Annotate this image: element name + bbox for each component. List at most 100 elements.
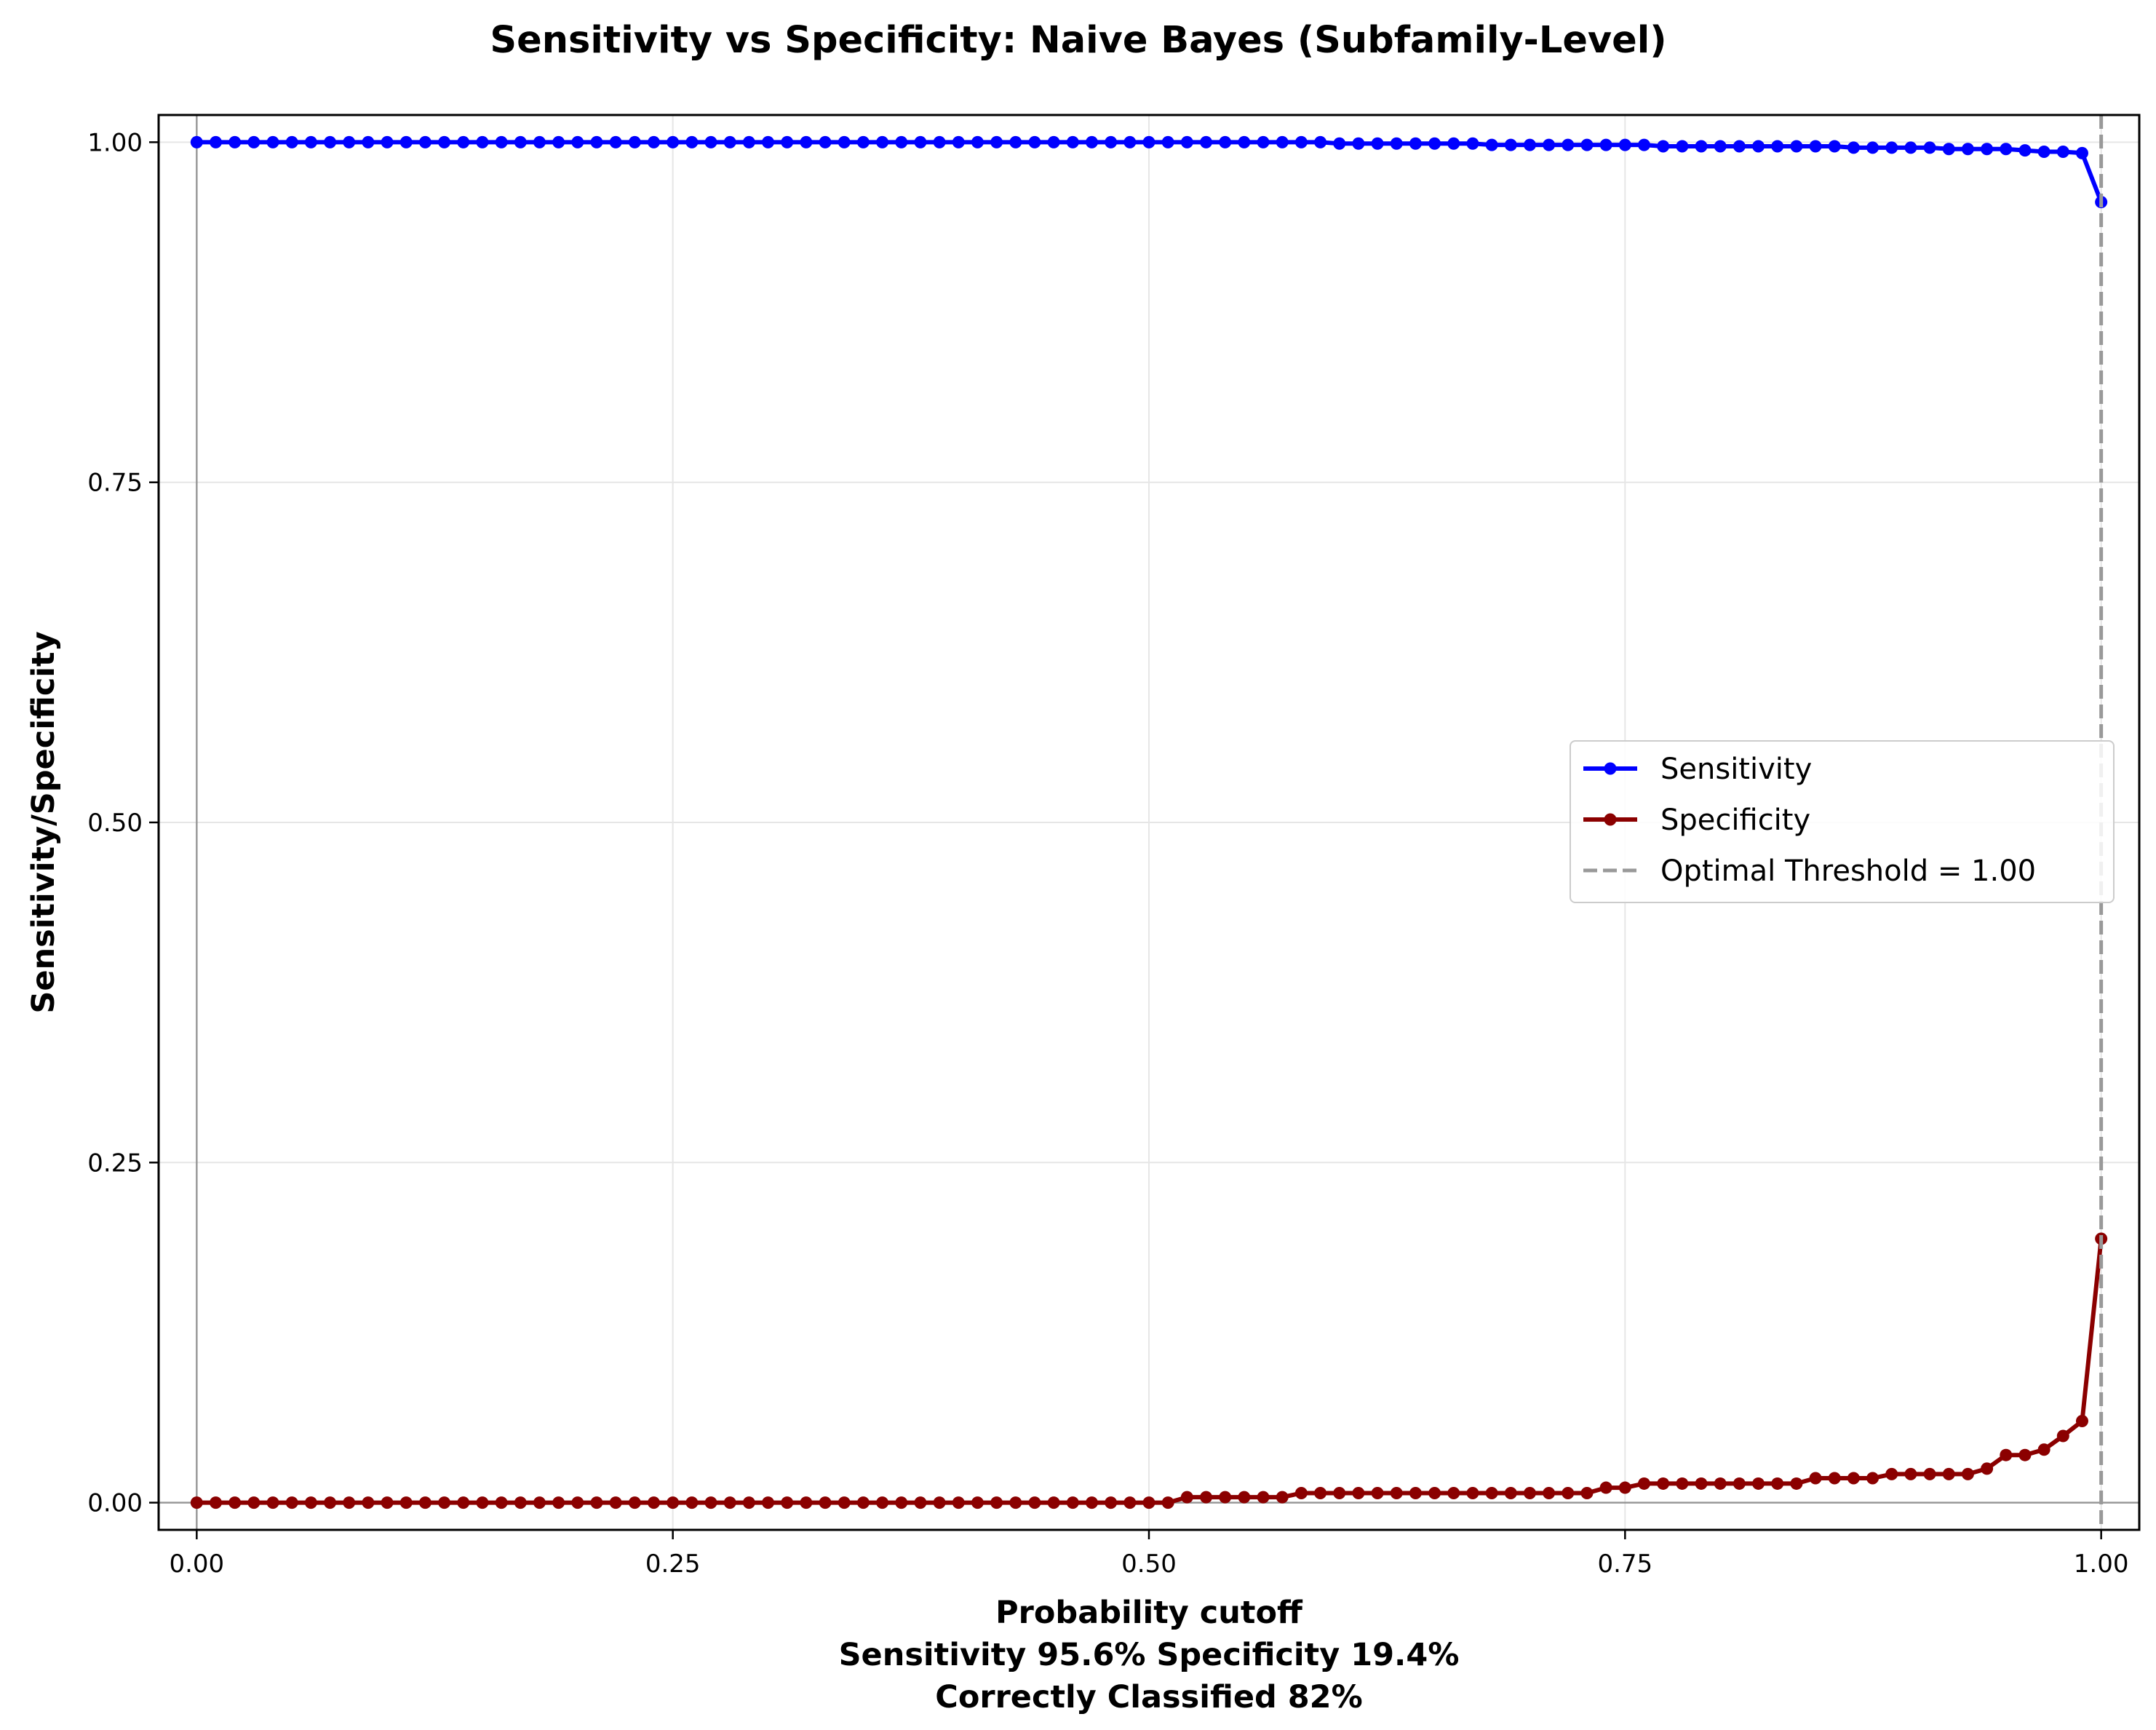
sensitivity-point <box>1161 135 1174 148</box>
sensitivity-point <box>2000 143 2013 156</box>
sensitivity-point <box>1009 135 1022 148</box>
sensitivity-point <box>1047 135 1060 148</box>
specificity-point <box>343 1496 356 1509</box>
sensitivity-point <box>1085 135 1098 148</box>
sensitivity-point <box>1276 135 1289 148</box>
specificity-point <box>1085 1496 1098 1509</box>
sensitivity-point <box>343 135 356 148</box>
sensitivity-point <box>648 135 660 148</box>
specificity-point <box>228 1496 242 1509</box>
sensitivity-point <box>1562 138 1575 151</box>
series-layer <box>190 115 2108 1530</box>
specificity-point <box>247 1496 260 1509</box>
sensitivity-point <box>1314 135 1327 148</box>
specificity-point <box>285 1496 298 1509</box>
specificity-point <box>1466 1487 1479 1500</box>
sensitivity-point <box>1981 143 1994 156</box>
specificity-point <box>762 1496 775 1509</box>
specificity-point <box>648 1496 660 1509</box>
sensitivity-point <box>1504 138 1517 151</box>
sensitivity-point <box>1618 138 1631 151</box>
x-axis-label-line-correctly-classified: Correctly Classified 82% <box>935 1679 1362 1715</box>
sensitivity-point <box>609 135 622 148</box>
specificity-point <box>304 1496 317 1509</box>
specificity-point <box>1352 1487 1365 1500</box>
y-tick-label: 0.00 <box>87 1489 143 1518</box>
sensitivity-point <box>1809 140 1822 153</box>
specificity-point <box>1333 1487 1346 1500</box>
specificity-point <box>1904 1467 1917 1480</box>
sensitivity-point <box>362 135 375 148</box>
sensitivity-point <box>514 135 527 148</box>
sensitivity-point <box>685 135 699 148</box>
specificity-point <box>1142 1496 1155 1509</box>
x-axis-ticks: 0.00 0.25 0.50 0.75 1.00 <box>169 1530 2129 1579</box>
specificity-point <box>742 1496 755 1509</box>
sensitivity-point <box>495 135 508 148</box>
sensitivity-point <box>800 135 813 148</box>
x-axis-label-line-sensitivity-specificity: Sensitivity 95.6% Specificity 19.4% <box>839 1637 1460 1673</box>
x-tick-label: 1.00 <box>2074 1550 2129 1579</box>
sensitivity-point <box>1771 140 1784 153</box>
x-tick-label: 0.25 <box>645 1550 701 1579</box>
specificity-point <box>1866 1472 1879 1485</box>
specificity-point <box>952 1496 965 1509</box>
specificity-point <box>667 1496 680 1509</box>
specificity-point <box>1200 1491 1213 1504</box>
sensitivity-point <box>1828 140 1841 153</box>
sensitivity-point <box>1066 135 1079 148</box>
sensitivity-point <box>324 135 337 148</box>
specificity-point <box>324 1496 337 1509</box>
sensitivity-point <box>856 135 870 148</box>
sensitivity-point <box>533 135 546 148</box>
sensitivity-point <box>971 135 984 148</box>
specificity-point <box>1599 1481 1612 1494</box>
sensitivity-point <box>1219 135 1232 148</box>
legend-marker-specificity <box>1604 813 1617 826</box>
specificity-point <box>1314 1487 1327 1500</box>
specificity-point <box>876 1496 889 1509</box>
specificity-point <box>1981 1462 1994 1475</box>
sensitivity-point <box>266 135 279 148</box>
sensitivity-point <box>1180 135 1193 148</box>
specificity-point <box>1733 1477 1746 1490</box>
sensitivity-point <box>1847 141 1860 154</box>
specificity-point <box>457 1496 470 1509</box>
specificity-point <box>1257 1491 1270 1504</box>
specificity-point <box>1923 1467 1936 1480</box>
y-tick-label: 0.75 <box>87 469 143 498</box>
sensitivity-point <box>476 135 489 148</box>
specificity-point <box>2037 1443 2050 1456</box>
specificity-point <box>704 1496 717 1509</box>
specificity-point <box>914 1496 927 1509</box>
y-tick-label: 0.25 <box>87 1148 143 1178</box>
sensitivity-point <box>933 135 946 148</box>
specificity-point <box>1066 1496 1079 1509</box>
specificity-point <box>1618 1481 1631 1494</box>
sensitivity-point <box>1142 135 1155 148</box>
sensitivity-point <box>1866 141 1879 154</box>
sensitivity-point <box>1790 140 1803 153</box>
sensitivity-point <box>2018 144 2032 157</box>
sensitivity-point <box>723 135 736 148</box>
sensitivity-point <box>1352 137 1365 150</box>
specificity-point <box>1123 1496 1137 1509</box>
sensitivity-point <box>1638 138 1650 151</box>
specificity-point <box>2000 1448 2013 1461</box>
sensitivity-point <box>228 135 242 148</box>
sensitivity-point <box>1371 137 1384 150</box>
y-axis-ticks: 0.00 0.25 0.50 0.75 1.00 <box>87 128 159 1518</box>
sensitivity-point <box>247 135 260 148</box>
sensitivity-point <box>1676 140 1689 153</box>
specificity-point <box>856 1496 870 1509</box>
specificity-point <box>1219 1491 1232 1504</box>
specificity-point <box>266 1496 279 1509</box>
legend-label-optimal-threshold-1-00: Optimal Threshold = 1.00 <box>1660 854 2036 888</box>
specificity-point <box>800 1496 813 1509</box>
specificity-point <box>1485 1487 1498 1500</box>
specificity-point <box>1752 1477 1765 1490</box>
specificity-point <box>495 1496 508 1509</box>
sensitivity-point <box>1923 141 1936 154</box>
sensitivity-point <box>1105 135 1118 148</box>
